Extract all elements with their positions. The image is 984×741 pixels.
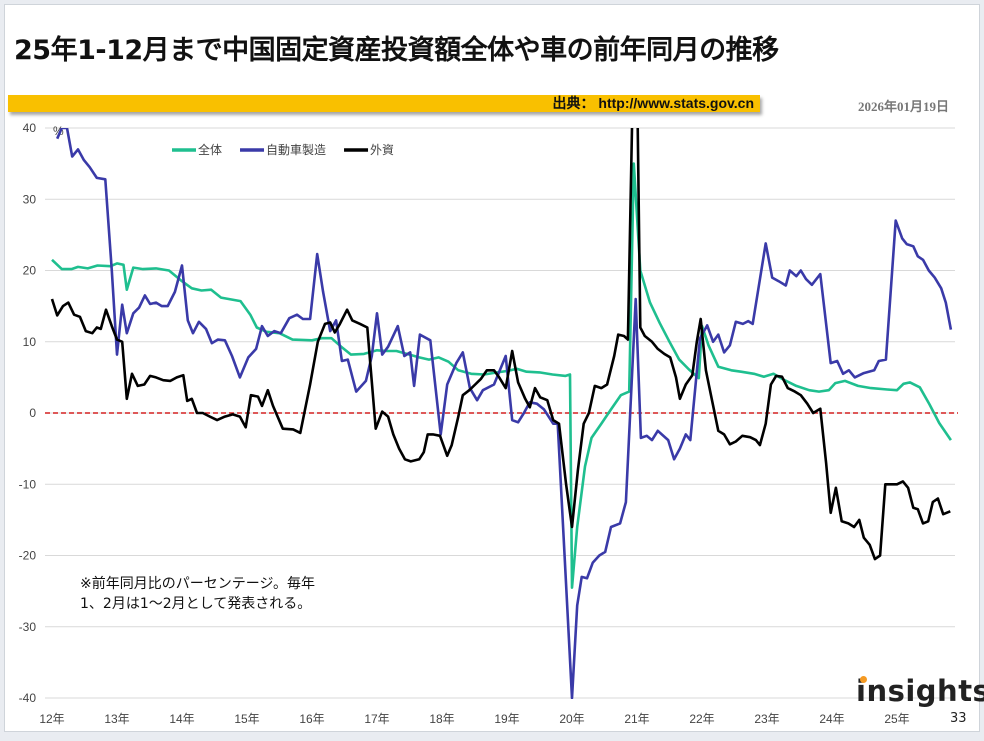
date-label: 2026年01月19日 (858, 99, 950, 114)
source-bar: 出典： http://www.stats.gov.cn (8, 95, 760, 112)
y-tick-label: 20 (23, 264, 37, 278)
x-tick-label: 15年 (234, 712, 259, 726)
y-tick-label: 10 (23, 335, 37, 349)
legend-label: 自動車製造 (266, 143, 326, 157)
y-tick-label: -30 (19, 620, 37, 634)
logo-dot (860, 676, 867, 683)
page-title: 25年1-12月まで中国固定資産投資額全体や車の前年同月の推移 (14, 35, 779, 66)
footnote: ※前年同月比のパーセンテージ。毎年 1、2月は1～2月として発表される。 (80, 574, 380, 614)
series-line-0 (51, 162, 952, 589)
x-tick-label: 19年 (494, 712, 519, 726)
y-tick-label: -40 (19, 691, 37, 705)
x-tick-label: 17年 (364, 712, 389, 726)
x-tick-label: 20年 (559, 712, 584, 726)
series-line-2 (50, 128, 951, 561)
x-tick-label: 14年 (169, 712, 194, 726)
y-tick-label: -10 (19, 477, 37, 491)
y-axis: 40 30 20 10 0 -10 -20 -30 -40 (19, 121, 37, 705)
x-tick-label: 23年 (754, 712, 779, 726)
y-tick-label: -20 (19, 549, 37, 563)
page-number: 33 (950, 711, 967, 726)
y-tick-label: 30 (23, 192, 37, 206)
x-tick-label: 21年 (624, 712, 649, 726)
x-axis: 12年 13年 14年 15年 16年 17年 18年 19年 20年 21年 22年 23年 24年 2… (39, 712, 909, 726)
y-unit-label: % (53, 124, 64, 138)
legend-label: 外資 (370, 143, 394, 157)
series-lines (50, 128, 953, 699)
x-tick-label: 18年 (429, 712, 454, 726)
series-line-1 (56, 128, 953, 699)
footnote-line-1: ※前年同月比のパーセンテージ。毎年 (80, 576, 316, 592)
x-tick-label: 16年 (299, 712, 324, 726)
legend-label: 全体 (198, 142, 222, 157)
slide-frame (4, 4, 980, 732)
x-tick-label: 24年 (819, 712, 844, 726)
x-tick-label: 25年 (884, 712, 909, 726)
x-tick-label: 12年 (39, 712, 64, 726)
x-tick-label: 22年 (689, 712, 714, 726)
insights-logo: insights (856, 674, 984, 708)
source-text: 出典： http://www.stats.gov.cn (552, 95, 754, 111)
y-tick-label: 0 (29, 406, 36, 420)
legend: 全体 自動車製造 外資 (172, 142, 394, 157)
footnote-line-2: 1、2月は1～2月として発表される。 (80, 596, 312, 612)
x-tick-label: 13年 (104, 712, 129, 726)
y-tick-label: 40 (23, 121, 37, 135)
